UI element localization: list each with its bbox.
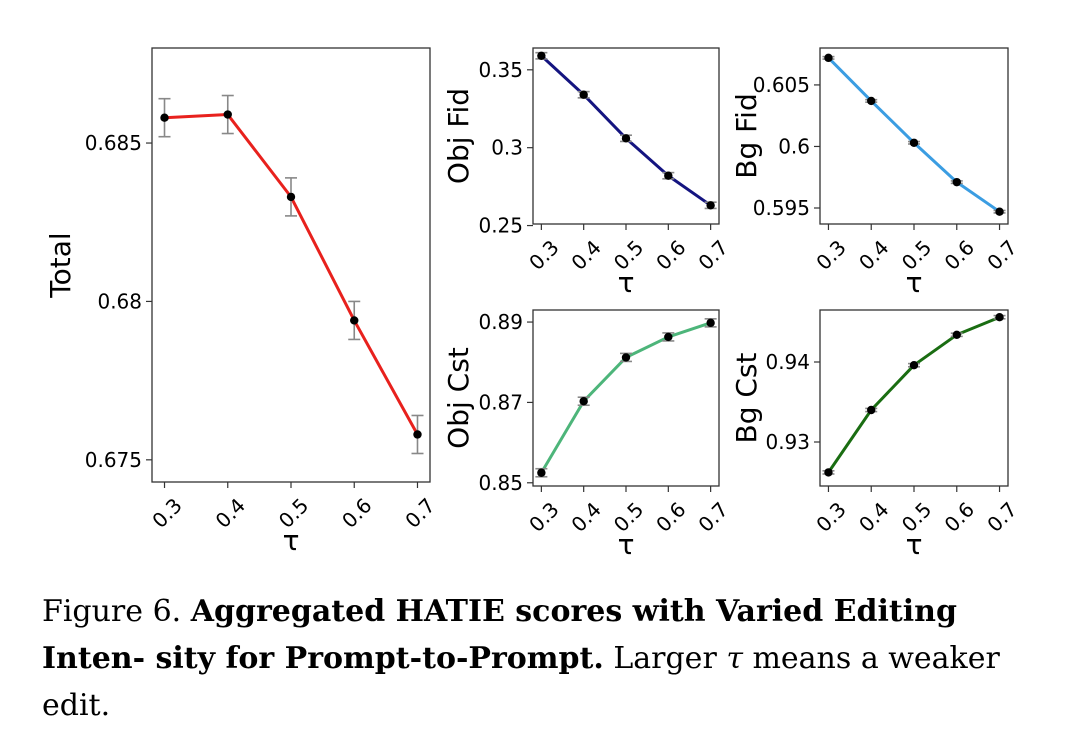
data-point — [413, 430, 422, 439]
data-point — [706, 318, 715, 328]
x-tick-label: 0.3 — [524, 235, 563, 274]
y-tick-label: 0.675 — [85, 448, 142, 472]
caption-text-after: means a weaker edit. — [42, 641, 1000, 723]
y-axis-label: Bg Fid — [730, 93, 763, 179]
y-tick-label: 0.35 — [478, 58, 523, 82]
series-line — [164, 113, 419, 436]
data-point — [579, 397, 588, 406]
x-tick-label: 0.4 — [854, 235, 893, 274]
x-tick-label: 0.6 — [940, 235, 979, 274]
data-point — [160, 113, 169, 122]
x-axis-label: τ — [618, 528, 635, 561]
data-point — [824, 53, 833, 63]
x-tick-label: 0.7 — [693, 497, 732, 536]
x-tick-label: 0.3 — [147, 493, 186, 532]
data-point — [824, 468, 833, 477]
series-line — [540, 54, 712, 207]
y-axis-label: Obj Fid — [442, 88, 475, 184]
y-tick-label: 0.87 — [478, 390, 523, 414]
x-tick-label: 0.7 — [693, 235, 732, 274]
data-point — [664, 332, 673, 342]
series-line — [827, 56, 1001, 213]
data-point — [995, 207, 1004, 216]
caption-symbol: τ — [726, 641, 743, 676]
y-tick-label: 0.595 — [753, 196, 810, 220]
plot-frame — [151, 47, 431, 483]
x-tick-label: 0.4 — [567, 497, 606, 536]
caption-bold: Aggregated HATIE scores with Varied Edit… — [42, 594, 957, 676]
y-tick-label: 0.85 — [478, 471, 523, 495]
y-tick-label: 0.3 — [491, 136, 523, 160]
y-tick-label: 0.605 — [753, 73, 810, 97]
x-tick-label: 0.7 — [400, 493, 439, 532]
x-axis-label: τ — [283, 524, 300, 557]
x-tick-label: 0.6 — [337, 493, 376, 532]
data-point — [952, 330, 961, 339]
data-point — [621, 134, 631, 143]
x-tick-label: 0.6 — [651, 235, 690, 274]
data-point — [621, 353, 631, 362]
data-point — [909, 361, 919, 370]
x-tick-label: 0.6 — [651, 497, 690, 536]
caption-text-before: Larger — [603, 641, 727, 676]
caption-prefix: Figure 6. — [42, 594, 191, 629]
y-axis-label: Total — [44, 232, 77, 298]
y-axis-label: Bg Cst — [730, 352, 763, 443]
data-point — [706, 201, 715, 210]
x-tick-label: 0.3 — [811, 235, 850, 274]
x-tick-label: 0.7 — [982, 235, 1021, 274]
x-tick-label: 0.3 — [811, 497, 850, 536]
series-line — [540, 321, 712, 474]
x-axis-label: τ — [906, 528, 923, 561]
x-tick-label: 0.6 — [940, 497, 979, 536]
y-tick-label: 0.93 — [765, 430, 810, 454]
x-axis-label: τ — [906, 266, 923, 299]
y-tick-label: 0.89 — [478, 310, 523, 334]
series-line — [827, 315, 1001, 474]
x-tick-label: 0.7 — [982, 497, 1021, 536]
data-point — [350, 316, 359, 325]
y-axis-label: Obj Cst — [442, 347, 475, 449]
y-tick-label: 0.685 — [85, 131, 142, 155]
data-point — [995, 313, 1004, 322]
plot-frame — [819, 309, 1009, 487]
x-axis-label: τ — [618, 266, 635, 299]
data-point — [579, 90, 588, 99]
data-point — [867, 96, 876, 106]
y-tick-label: 0.6 — [778, 134, 810, 158]
plot-frame — [532, 309, 720, 487]
y-tick-label: 0.25 — [478, 214, 523, 238]
data-point — [286, 192, 296, 202]
y-tick-label: 0.94 — [765, 350, 810, 374]
data-point — [537, 51, 546, 60]
y-tick-label: 0.68 — [97, 289, 142, 313]
data-point — [664, 171, 673, 180]
x-tick-label: 0.4 — [567, 235, 606, 274]
figure-caption: Figure 6. Aggregated HATIE scores with V… — [42, 588, 1042, 729]
x-tick-label: 0.4 — [211, 493, 250, 532]
data-point — [223, 110, 232, 119]
data-point — [537, 468, 546, 477]
x-tick-label: 0.4 — [854, 497, 893, 536]
x-tick-label: 0.3 — [524, 497, 563, 536]
data-point — [867, 405, 876, 415]
data-point — [909, 138, 919, 147]
data-point — [952, 177, 961, 187]
